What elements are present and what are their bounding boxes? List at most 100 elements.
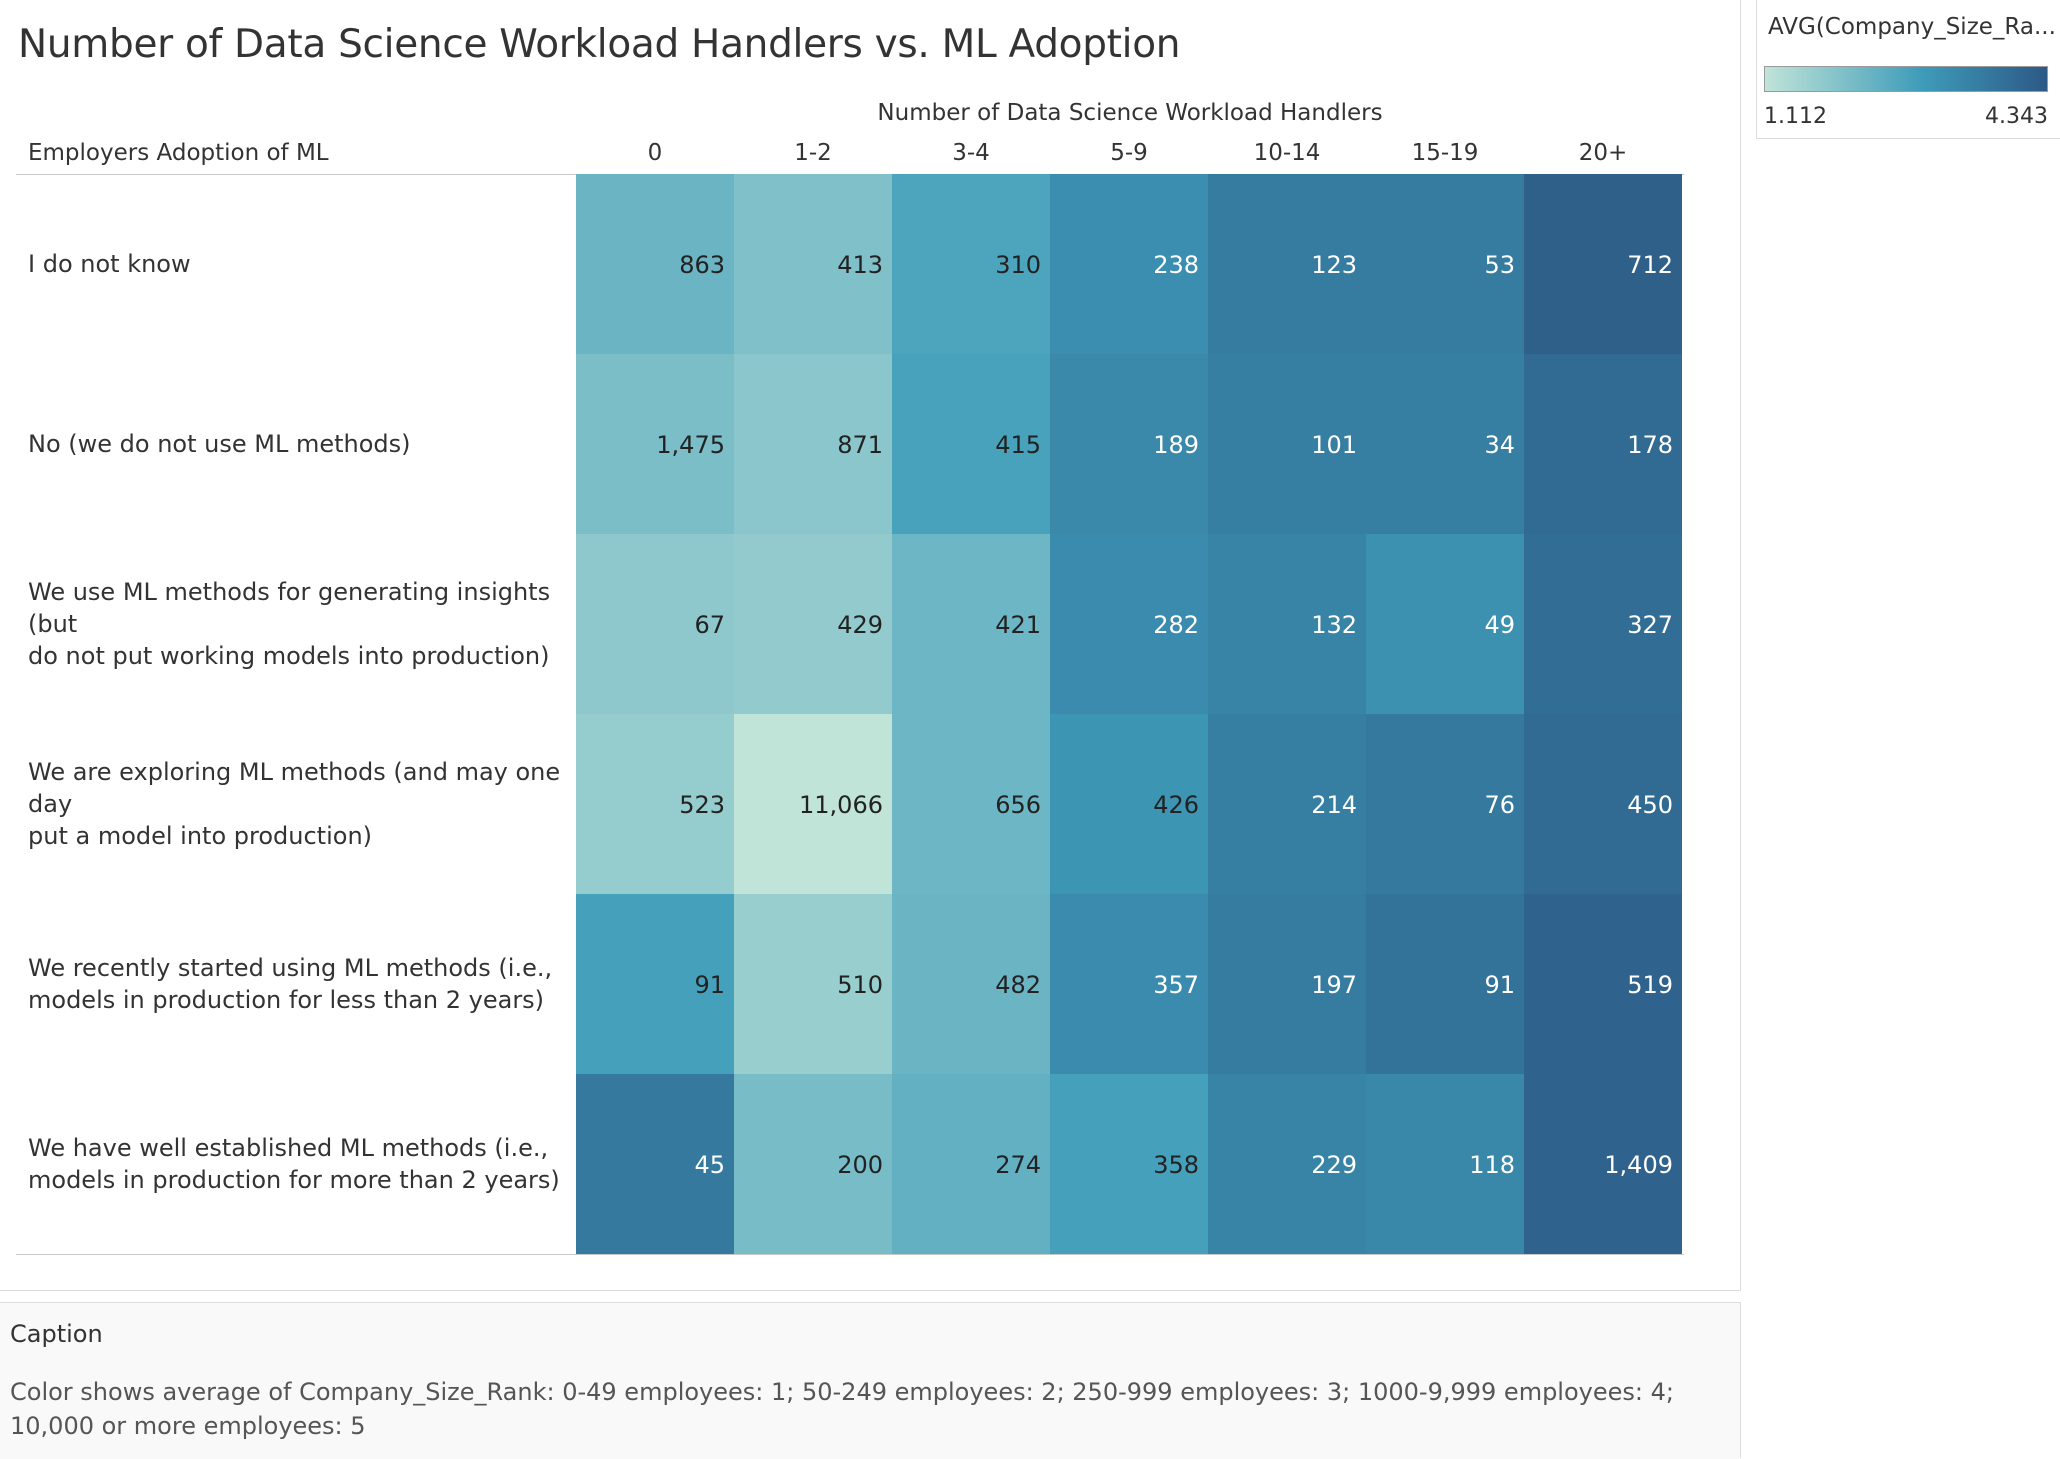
cell-value-label: 358 [1153, 1151, 1199, 1179]
caption-text: Color shows average of Company_Size_Rank… [10, 1378, 1674, 1440]
cell-value-label: 523 [679, 791, 725, 819]
heatmap-cell[interactable] [892, 714, 1050, 894]
column-axis-title: Number of Data Science Workload Handlers [877, 100, 1383, 126]
cell-value-label: 510 [837, 971, 883, 999]
heatmap-cell[interactable] [734, 714, 892, 894]
row-label-line: models in production for less than 2 yea… [28, 986, 545, 1014]
cell-value-label: 118 [1469, 1151, 1515, 1179]
row-label: We use ML methods for generating insight… [28, 534, 576, 714]
legend-title: AVG(Company_Size_Ra... [1768, 14, 2056, 40]
heatmap-cell[interactable] [734, 1074, 892, 1254]
cell-value-label: 282 [1153, 611, 1199, 639]
cell-value-label: 229 [1311, 1151, 1357, 1179]
cell-value-label: 67 [694, 611, 725, 639]
cell-value-label: 429 [837, 611, 883, 639]
heatmap-cell[interactable] [1050, 894, 1208, 1074]
heatmap-cell[interactable] [1524, 714, 1682, 894]
heatmap-cell[interactable] [1366, 354, 1524, 534]
row-label: We have well established ML methods (i.e… [28, 1074, 576, 1254]
column-label: 15-19 [1411, 140, 1479, 166]
cell-value-label: 413 [837, 251, 883, 279]
cell-value-label: 91 [1484, 971, 1515, 999]
heatmap-cell[interactable] [1366, 894, 1524, 1074]
heatmap-cell[interactable] [892, 354, 1050, 534]
heatmap-cell[interactable] [1208, 714, 1366, 894]
heatmap-cell[interactable] [1366, 714, 1524, 894]
panel-divider [1740, 0, 1741, 1290]
heatmap-cell[interactable] [576, 1074, 734, 1254]
heatmap-cell[interactable] [1524, 174, 1682, 354]
column-label: 1-2 [794, 140, 832, 166]
row-label: I do not know [28, 174, 576, 354]
cell-value-label: 132 [1311, 611, 1357, 639]
chart-title: Number of Data Science Workload Handlers… [18, 22, 1181, 67]
heatmap-cell[interactable] [734, 174, 892, 354]
row-label-line: I do not know [28, 250, 191, 278]
cell-value-label: 274 [995, 1151, 1041, 1179]
heatmap-cell[interactable] [892, 894, 1050, 1074]
cell-value-label: 189 [1153, 431, 1199, 459]
heatmap-cell[interactable] [734, 354, 892, 534]
row-label: We recently started using ML methods (i.… [28, 894, 576, 1074]
heatmap-cell[interactable] [1050, 354, 1208, 534]
column-label: 20+ [1578, 140, 1628, 166]
heatmap-cell[interactable] [1208, 1074, 1366, 1254]
heatmap-cell[interactable] [892, 1074, 1050, 1254]
caption-divider [1740, 1302, 1741, 1458]
cell-value-label: 91 [694, 971, 725, 999]
heatmap-cell[interactable] [1524, 534, 1682, 714]
row-label-line: No (we do not use ML methods) [28, 430, 411, 458]
caption-panel [0, 1302, 1741, 1459]
row-label: No (we do not use ML methods) [28, 354, 576, 534]
legend-gradient-bar[interactable] [1764, 66, 2048, 92]
cell-value-label: 327 [1627, 611, 1673, 639]
heatmap-cell[interactable] [576, 714, 734, 894]
caption-heading: Caption [10, 1320, 103, 1348]
cell-value-label: 421 [995, 611, 1041, 639]
heatmap-cell[interactable] [1524, 354, 1682, 534]
cell-value-label: 482 [995, 971, 1041, 999]
heatmap-cell[interactable] [734, 894, 892, 1074]
cell-value-label: 200 [837, 1151, 883, 1179]
row-label: We are exploring ML methods (and may one… [28, 714, 576, 894]
cell-value-label: 34 [1484, 431, 1515, 459]
heatmap-cell[interactable] [1366, 174, 1524, 354]
footer-rule [16, 1254, 1684, 1255]
cell-value-label: 519 [1627, 971, 1673, 999]
row-axis-title: Employers Adoption of ML [28, 140, 329, 166]
row-label-line: We use ML methods for generating insight… [28, 578, 551, 638]
heatmap-cell[interactable] [1050, 714, 1208, 894]
heatmap-cell[interactable] [1524, 1074, 1682, 1254]
cell-value-label: 178 [1627, 431, 1673, 459]
column-label: 10-14 [1253, 140, 1321, 166]
cell-value-label: 310 [995, 251, 1041, 279]
heatmap-cell[interactable] [734, 534, 892, 714]
heatmap-cell[interactable] [576, 354, 734, 534]
cell-value-label: 1,409 [1604, 1151, 1673, 1179]
heatmap-cell[interactable] [1208, 354, 1366, 534]
heatmap-cell[interactable] [1524, 894, 1682, 1074]
heatmap-cell[interactable] [1208, 174, 1366, 354]
heatmap-cell[interactable] [1050, 534, 1208, 714]
heatmap-cell[interactable] [576, 174, 734, 354]
heatmap-cell[interactable] [1208, 894, 1366, 1074]
cell-value-label: 450 [1627, 791, 1673, 819]
heatmap-cell[interactable] [576, 894, 734, 1074]
heatmap-cell[interactable] [892, 174, 1050, 354]
cell-value-label: 871 [837, 431, 883, 459]
heatmap-cell[interactable] [1366, 1074, 1524, 1254]
heatmap-cell[interactable] [1050, 174, 1208, 354]
cell-value-label: 53 [1484, 251, 1515, 279]
heatmap-cell[interactable] [576, 534, 734, 714]
heatmap-cell[interactable] [892, 534, 1050, 714]
cell-value-label: 11,066 [799, 791, 883, 819]
column-label: 0 [647, 140, 663, 166]
cell-value-label: 45 [694, 1151, 725, 1179]
row-label-line: do not put working models into productio… [28, 642, 550, 670]
panel-divider-horizontal [0, 1290, 1741, 1291]
heatmap-cell[interactable] [1050, 1074, 1208, 1254]
heatmap-cell[interactable] [1208, 534, 1366, 714]
heatmap-cell[interactable] [1366, 534, 1524, 714]
cell-value-label: 426 [1153, 791, 1199, 819]
